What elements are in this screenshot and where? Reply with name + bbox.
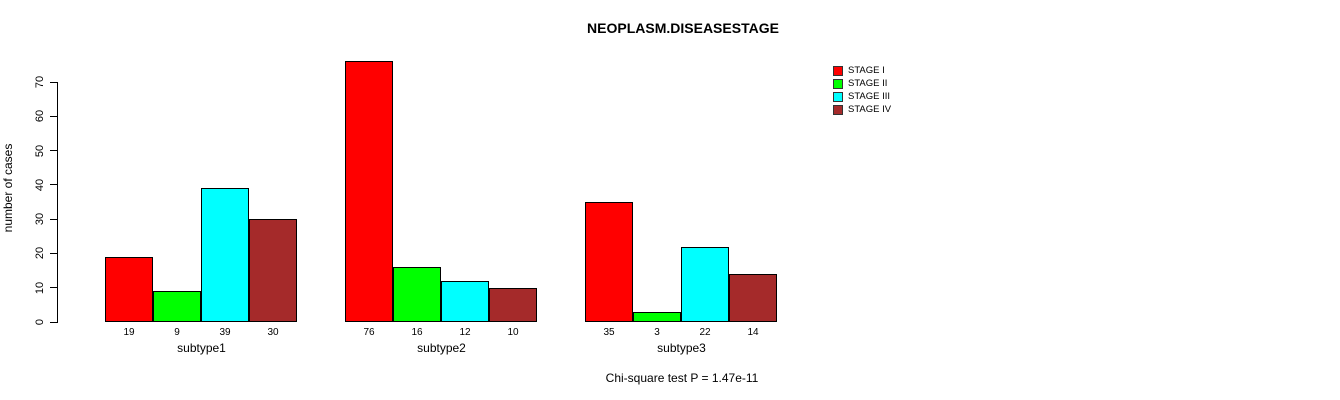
legend-label: STAGE II <box>848 78 888 89</box>
bar-value-label: 22 <box>699 327 711 338</box>
legend-swatch <box>833 104 843 115</box>
y-tick-label: 50 <box>34 144 46 157</box>
legend-item: STAGE I <box>833 64 891 77</box>
y-tick-label: 40 <box>34 178 46 191</box>
y-tick-label: 10 <box>34 281 46 294</box>
chart-title: NEOPLASM.DISEASESTAGE <box>587 20 779 36</box>
y-tick <box>50 218 57 220</box>
y-tick <box>50 115 57 117</box>
bar-subtype2-stage-i <box>345 61 393 322</box>
bar-subtype1-stage-iv <box>249 219 297 322</box>
y-tick-label: 30 <box>34 213 46 226</box>
bar-value-label: 14 <box>747 327 759 338</box>
category-label-subtype1: subtype1 <box>177 341 226 355</box>
bar-value-label: 16 <box>411 327 423 338</box>
bar-value-label: 9 <box>174 327 180 338</box>
legend-swatch <box>833 78 843 89</box>
y-tick-label: 60 <box>34 110 46 123</box>
bar-subtype3-stage-i <box>585 202 633 322</box>
y-tick-label: 20 <box>34 247 46 260</box>
legend-swatch <box>833 65 843 76</box>
legend-item: STAGE IV <box>833 103 891 116</box>
bar-value-label: 12 <box>459 327 471 338</box>
bar-subtype3-stage-iii <box>681 246 729 322</box>
bar-subtype1-stage-iii <box>201 188 249 322</box>
y-axis-label: number of cases <box>1 143 15 233</box>
legend-item: STAGE III <box>833 90 891 103</box>
bar-subtype1-stage-i <box>105 256 153 322</box>
legend-item: STAGE II <box>833 77 891 90</box>
legend-label: STAGE I <box>848 65 885 76</box>
bar-value-label: 10 <box>507 327 519 338</box>
legend: STAGE I STAGE II STAGE III STAGE IV <box>833 64 891 116</box>
bar-value-label: 30 <box>267 327 279 338</box>
y-tick <box>50 81 57 83</box>
bar-subtype3-stage-ii <box>633 311 681 322</box>
legend-label: STAGE IV <box>848 104 892 115</box>
bar-subtype2-stage-iv <box>489 287 537 322</box>
category-label-subtype3: subtype3 <box>657 341 706 355</box>
y-tick <box>50 321 57 323</box>
legend-swatch <box>833 91 843 102</box>
bar-subtype2-stage-ii <box>393 267 441 322</box>
bar-value-label: 39 <box>219 327 231 338</box>
category-label-subtype2: subtype2 <box>417 341 466 355</box>
y-tick <box>50 150 57 152</box>
legend-label: STAGE III <box>848 91 891 102</box>
bar-subtype2-stage-iii <box>441 280 489 322</box>
y-tick <box>50 287 57 289</box>
bar-value-label: 19 <box>123 327 135 338</box>
bar-value-label: 76 <box>363 327 375 338</box>
y-tick-label: 70 <box>34 75 46 89</box>
chi-square-annotation: Chi-square test P = 1.47e-11 <box>605 371 759 385</box>
bar-value-label: 35 <box>603 327 615 338</box>
y-axis-line <box>57 82 58 323</box>
y-tick <box>50 184 57 186</box>
y-tick-label: 0 <box>34 318 46 326</box>
bar-value-label: 3 <box>654 327 660 338</box>
y-tick <box>50 252 57 254</box>
bar-subtype3-stage-iv <box>729 274 777 322</box>
bar-subtype1-stage-ii <box>153 291 201 322</box>
